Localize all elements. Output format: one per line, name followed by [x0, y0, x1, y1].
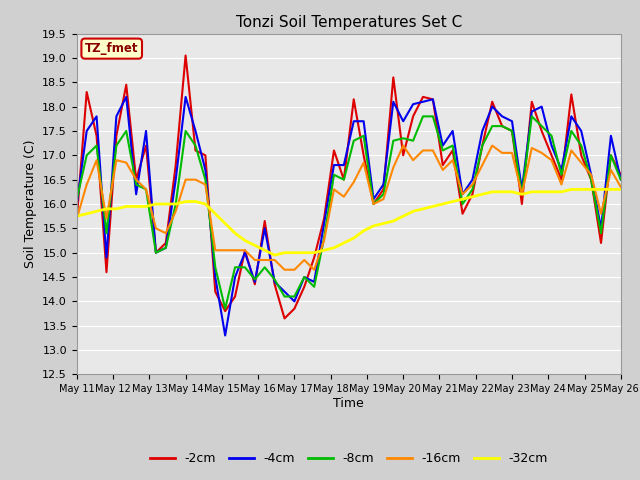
Legend: -2cm, -4cm, -8cm, -16cm, -32cm: -2cm, -4cm, -8cm, -16cm, -32cm: [145, 447, 553, 470]
Text: TZ_fmet: TZ_fmet: [85, 42, 138, 55]
Title: Tonzi Soil Temperatures Set C: Tonzi Soil Temperatures Set C: [236, 15, 462, 30]
Y-axis label: Soil Temperature (C): Soil Temperature (C): [24, 140, 36, 268]
X-axis label: Time: Time: [333, 397, 364, 410]
